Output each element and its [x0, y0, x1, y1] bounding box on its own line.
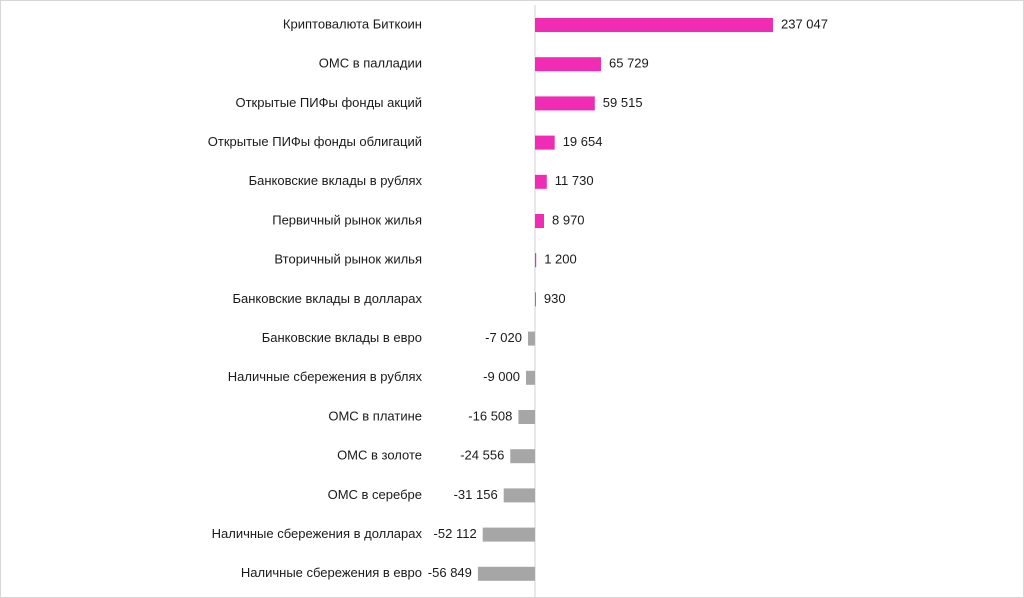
value-label: -31 156	[454, 487, 498, 502]
category-label: Банковские вклады в долларах	[232, 291, 422, 306]
bar	[535, 96, 595, 111]
category-label: Банковские вклады в евро	[262, 330, 422, 345]
value-label: 930	[544, 291, 566, 306]
bar	[535, 174, 547, 189]
value-label: -56 849	[428, 565, 472, 580]
value-label: -16 508	[468, 408, 512, 423]
value-label: -24 556	[460, 448, 504, 463]
category-label: Наличные сбережения в евро	[241, 565, 422, 580]
category-labels-group: Криптовалюта Биткоин ОМС в палладии Открыт…	[208, 16, 423, 580]
value-label: 59 515	[603, 95, 643, 110]
category-label: Открытые ПИФы фонды облигаций	[208, 134, 422, 149]
value-label: -7 020	[485, 330, 522, 345]
bar	[535, 214, 544, 228]
value-label: 65 729	[609, 56, 649, 71]
value-label: 19 654	[563, 134, 603, 149]
category-label: Открытые ПИФы фонды акций	[235, 95, 422, 110]
bar	[477, 566, 535, 581]
bar	[535, 253, 537, 268]
bar	[535, 135, 555, 150]
category-label: Вторичный рынок жилья	[274, 252, 422, 267]
bar	[482, 527, 535, 542]
bar	[535, 18, 773, 32]
bar	[535, 57, 601, 72]
value-label: 237 047	[781, 16, 828, 31]
bar	[503, 488, 535, 503]
category-label: Банковские вклады в рублях	[249, 173, 423, 188]
bar	[535, 292, 536, 307]
value-label: 11 730	[555, 173, 594, 188]
value-label: -9 000	[483, 369, 520, 384]
category-label: ОМС в палладии	[319, 56, 422, 71]
value-labels-group: 237 047 65 729 59 515 19 654 11 730 8 970 1 20…	[428, 16, 828, 580]
category-label: Наличные сбережения в долларах	[212, 526, 423, 541]
category-label: Криптовалюта Биткоин	[283, 16, 422, 31]
bars-group	[477, 18, 773, 581]
value-label: 1 200	[544, 252, 577, 267]
value-label: 8 970	[552, 212, 585, 227]
category-label: Первичный рынок жилья	[272, 212, 422, 227]
category-label: ОМС в золоте	[337, 448, 422, 463]
category-label: Наличные сбережения в рублях	[228, 369, 423, 384]
bar	[510, 449, 535, 464]
bar	[518, 410, 535, 424]
category-label: ОМС в серебре	[328, 487, 422, 502]
value-label: -52 112	[434, 526, 477, 541]
bar	[528, 331, 535, 346]
category-label: ОМС в платине	[328, 408, 422, 423]
bar	[526, 370, 535, 385]
